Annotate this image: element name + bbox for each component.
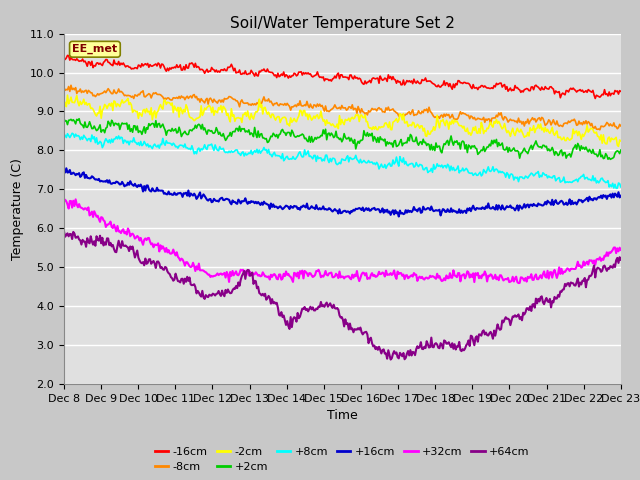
-16cm	[617, 88, 625, 94]
+32cm	[617, 247, 625, 253]
Line: -2cm: -2cm	[64, 95, 621, 146]
+16cm	[395, 214, 403, 219]
+2cm	[60, 116, 68, 122]
+8cm	[234, 150, 242, 156]
-16cm	[296, 69, 304, 75]
Title: Soil/Water Temperature Set 2: Soil/Water Temperature Set 2	[230, 16, 455, 31]
-2cm	[63, 92, 71, 98]
+64cm	[617, 257, 625, 263]
-16cm	[470, 85, 478, 91]
+8cm	[60, 134, 68, 140]
-16cm	[399, 77, 407, 83]
-2cm	[234, 115, 242, 120]
-16cm	[567, 85, 575, 91]
-8cm	[234, 100, 242, 106]
-2cm	[617, 138, 625, 144]
-16cm	[373, 75, 381, 81]
+8cm	[567, 180, 575, 185]
+32cm	[399, 272, 407, 277]
Line: +8cm: +8cm	[64, 133, 621, 188]
X-axis label: Time: Time	[327, 409, 358, 422]
+8cm	[296, 149, 304, 155]
+2cm	[470, 143, 478, 148]
+64cm	[372, 346, 380, 352]
+32cm	[296, 268, 304, 274]
+8cm	[68, 131, 76, 136]
-2cm	[296, 108, 304, 113]
+64cm	[60, 228, 68, 234]
Y-axis label: Temperature (C): Temperature (C)	[11, 158, 24, 260]
Text: EE_met: EE_met	[72, 44, 118, 54]
+16cm	[63, 166, 70, 171]
+2cm	[76, 116, 83, 121]
+64cm	[387, 357, 394, 362]
+64cm	[295, 315, 303, 321]
-8cm	[470, 115, 478, 120]
-8cm	[373, 108, 381, 114]
+16cm	[60, 168, 68, 174]
-16cm	[234, 70, 242, 75]
Line: +2cm: +2cm	[64, 119, 621, 159]
-2cm	[60, 102, 68, 108]
-8cm	[296, 98, 304, 104]
+16cm	[401, 211, 408, 216]
-2cm	[399, 111, 407, 117]
+16cm	[568, 198, 576, 204]
-8cm	[60, 84, 68, 90]
+64cm	[399, 350, 407, 356]
+32cm	[568, 266, 576, 272]
+16cm	[373, 206, 381, 212]
-2cm	[567, 136, 575, 142]
+32cm	[515, 280, 522, 286]
Line: -8cm: -8cm	[64, 85, 621, 130]
+16cm	[617, 193, 625, 199]
+2cm	[567, 154, 575, 160]
+2cm	[234, 128, 242, 134]
-8cm	[617, 123, 625, 129]
Legend: -16cm, -8cm, -2cm, +2cm, +8cm, +16cm, +32cm, +64cm: -16cm, -8cm, -2cm, +2cm, +8cm, +16cm, +3…	[150, 442, 534, 477]
-16cm	[591, 96, 599, 101]
+8cm	[373, 159, 381, 165]
-8cm	[67, 83, 75, 88]
+2cm	[399, 140, 407, 146]
-8cm	[399, 111, 407, 117]
+8cm	[470, 171, 478, 177]
+2cm	[617, 147, 625, 153]
+64cm	[567, 279, 575, 285]
+2cm	[607, 156, 614, 162]
-8cm	[596, 127, 604, 132]
+64cm	[470, 342, 478, 348]
+16cm	[472, 207, 479, 213]
+8cm	[399, 155, 407, 161]
Line: -16cm: -16cm	[64, 55, 621, 98]
-16cm	[63, 52, 71, 58]
-2cm	[470, 128, 478, 133]
+32cm	[470, 279, 478, 285]
-2cm	[373, 127, 381, 132]
+32cm	[234, 272, 242, 278]
+32cm	[373, 274, 381, 279]
Line: +64cm: +64cm	[64, 231, 621, 360]
+16cm	[296, 207, 304, 213]
Line: +32cm: +32cm	[64, 199, 621, 283]
+64cm	[234, 285, 241, 291]
+2cm	[373, 139, 381, 145]
+32cm	[60, 199, 68, 204]
-16cm	[60, 55, 68, 61]
Line: +16cm: +16cm	[64, 168, 621, 216]
-2cm	[614, 144, 622, 149]
+2cm	[296, 132, 304, 138]
+8cm	[612, 185, 620, 191]
-8cm	[567, 118, 575, 124]
+8cm	[617, 184, 625, 190]
+32cm	[72, 196, 79, 202]
+16cm	[234, 197, 242, 203]
